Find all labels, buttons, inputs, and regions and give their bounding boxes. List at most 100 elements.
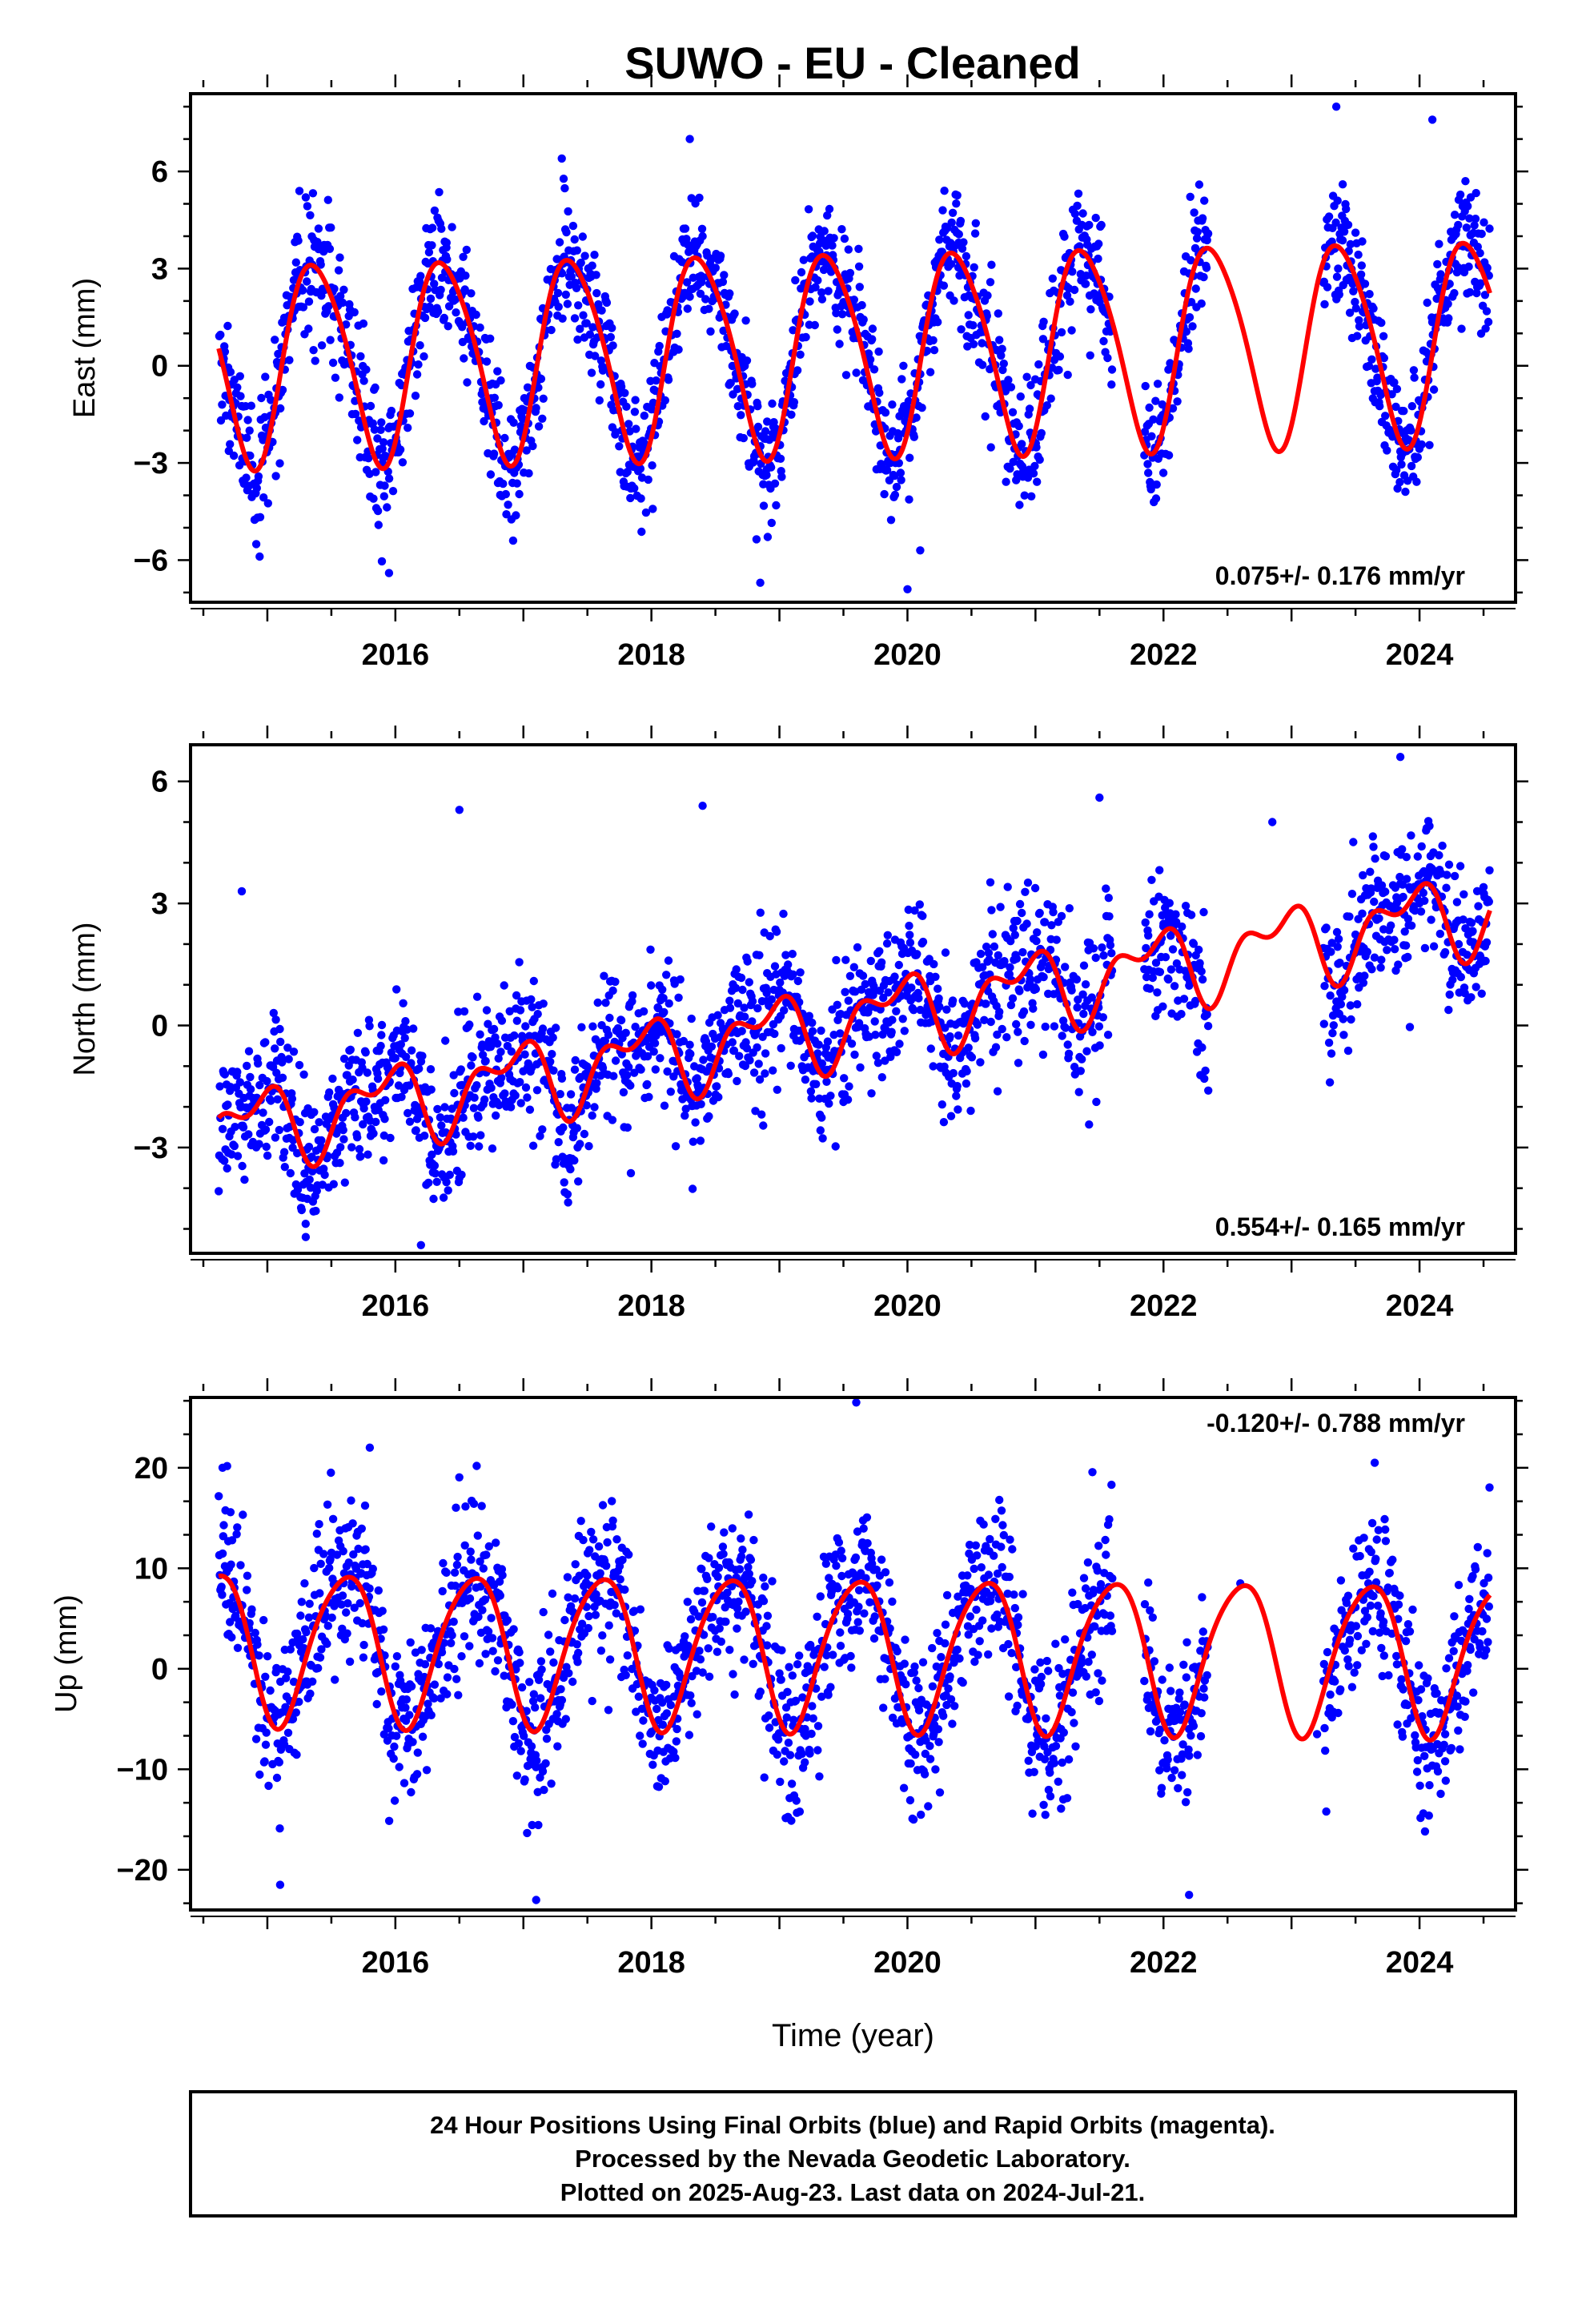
data-point	[930, 346, 939, 355]
data-point	[1338, 236, 1347, 245]
data-point	[451, 1582, 460, 1590]
data-point	[559, 1123, 568, 1132]
data-point	[1481, 324, 1490, 333]
data-point	[289, 1677, 299, 1687]
data-point	[1402, 875, 1411, 883]
data-point	[548, 1589, 557, 1598]
data-point	[563, 300, 572, 308]
data-point	[630, 1068, 639, 1077]
data-point	[376, 1041, 385, 1051]
data-point	[897, 476, 905, 485]
data-point	[1401, 941, 1411, 950]
data-point	[286, 1168, 295, 1178]
data-point	[971, 219, 981, 227]
data-point	[1435, 850, 1443, 860]
data-point	[837, 1546, 845, 1555]
data-point	[910, 906, 919, 915]
data-point	[834, 1538, 844, 1547]
data-point	[486, 470, 496, 479]
data-point	[465, 1642, 474, 1651]
data-point	[636, 1731, 644, 1740]
data-point	[384, 474, 394, 483]
data-point	[748, 997, 757, 1006]
data-point	[1377, 881, 1387, 890]
data-point	[275, 1125, 283, 1135]
data-point	[445, 1170, 454, 1180]
data-point	[1106, 941, 1115, 950]
data-point	[602, 1562, 611, 1570]
data-point	[868, 335, 877, 344]
data-point	[628, 997, 636, 1006]
data-point	[477, 1502, 486, 1510]
data-point	[1452, 898, 1462, 907]
data-point	[398, 458, 408, 467]
data-point	[643, 1051, 652, 1061]
data-point	[335, 253, 344, 262]
data-point	[444, 1186, 452, 1195]
data-point	[355, 1144, 364, 1154]
east-model-line	[216, 240, 1492, 474]
data-point	[824, 1691, 833, 1699]
data-point	[601, 999, 610, 1007]
data-point	[261, 1125, 271, 1134]
data-point	[648, 1760, 657, 1769]
data-point	[679, 1036, 689, 1046]
data-point	[252, 484, 261, 493]
data-point	[611, 977, 620, 987]
data-point	[956, 216, 966, 226]
data-point	[890, 490, 900, 500]
data-point	[246, 1072, 255, 1082]
data-point	[439, 1193, 448, 1202]
data-point	[564, 1198, 572, 1207]
data-point	[356, 1152, 365, 1161]
data-point	[1191, 284, 1200, 293]
data-point	[428, 241, 436, 250]
data-point	[1485, 224, 1494, 233]
data-point	[536, 1132, 544, 1140]
data-point	[392, 985, 401, 994]
data-point	[662, 1680, 671, 1690]
data-point	[527, 995, 536, 1004]
data-point	[362, 365, 371, 374]
data-point	[522, 446, 531, 455]
data-point	[1094, 254, 1102, 263]
data-point	[1020, 1036, 1029, 1046]
data-point	[646, 945, 655, 955]
data-point	[1360, 279, 1370, 288]
data-point	[1048, 274, 1058, 283]
data-point	[1371, 854, 1379, 863]
data-point	[1098, 1013, 1108, 1022]
data-point	[775, 1669, 784, 1678]
data-point	[909, 1006, 918, 1015]
data-point	[748, 1017, 757, 1026]
data-point	[413, 1748, 422, 1757]
data-point	[384, 1816, 394, 1825]
data-point	[1320, 300, 1329, 309]
data-point	[295, 1060, 304, 1070]
data-point	[484, 1019, 492, 1028]
data-point	[1199, 272, 1208, 282]
data-point	[279, 1148, 289, 1156]
data-point	[770, 479, 780, 488]
data-point	[325, 1088, 334, 1097]
data-point	[837, 1554, 847, 1563]
data-point	[1392, 384, 1402, 393]
data-point	[516, 1099, 525, 1108]
data-point	[497, 1565, 507, 1574]
data-point	[1173, 397, 1182, 406]
data-point	[508, 536, 518, 545]
data-point	[233, 1152, 243, 1160]
data-point	[1388, 432, 1397, 441]
data-point	[218, 1590, 227, 1599]
data-point	[440, 313, 448, 323]
data-point	[346, 1045, 355, 1055]
data-point	[798, 1693, 807, 1702]
data-point	[935, 1002, 944, 1011]
data-point	[223, 1100, 232, 1109]
data-point	[1433, 259, 1442, 269]
data-point	[934, 994, 943, 1003]
data-point	[998, 365, 1007, 375]
data-point	[918, 911, 927, 921]
data-point	[405, 1711, 414, 1719]
data-point	[1342, 204, 1351, 214]
